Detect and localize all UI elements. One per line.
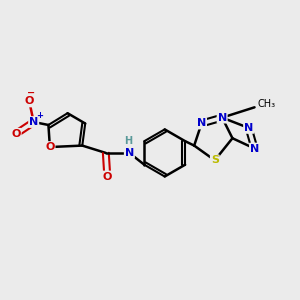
- Text: O: O: [45, 142, 55, 152]
- Text: +: +: [36, 111, 43, 120]
- Text: N: N: [125, 148, 134, 158]
- Text: H: H: [124, 136, 132, 146]
- Text: N: N: [29, 117, 38, 127]
- Text: O: O: [11, 129, 21, 139]
- Text: O: O: [25, 96, 34, 106]
- Text: O: O: [103, 172, 112, 182]
- Text: N: N: [244, 123, 253, 133]
- Text: CH₃: CH₃: [257, 99, 276, 110]
- Text: −: −: [27, 88, 35, 98]
- Text: N: N: [218, 112, 227, 123]
- Text: N: N: [250, 143, 259, 154]
- Text: S: S: [211, 155, 219, 165]
- Text: N: N: [197, 118, 206, 128]
